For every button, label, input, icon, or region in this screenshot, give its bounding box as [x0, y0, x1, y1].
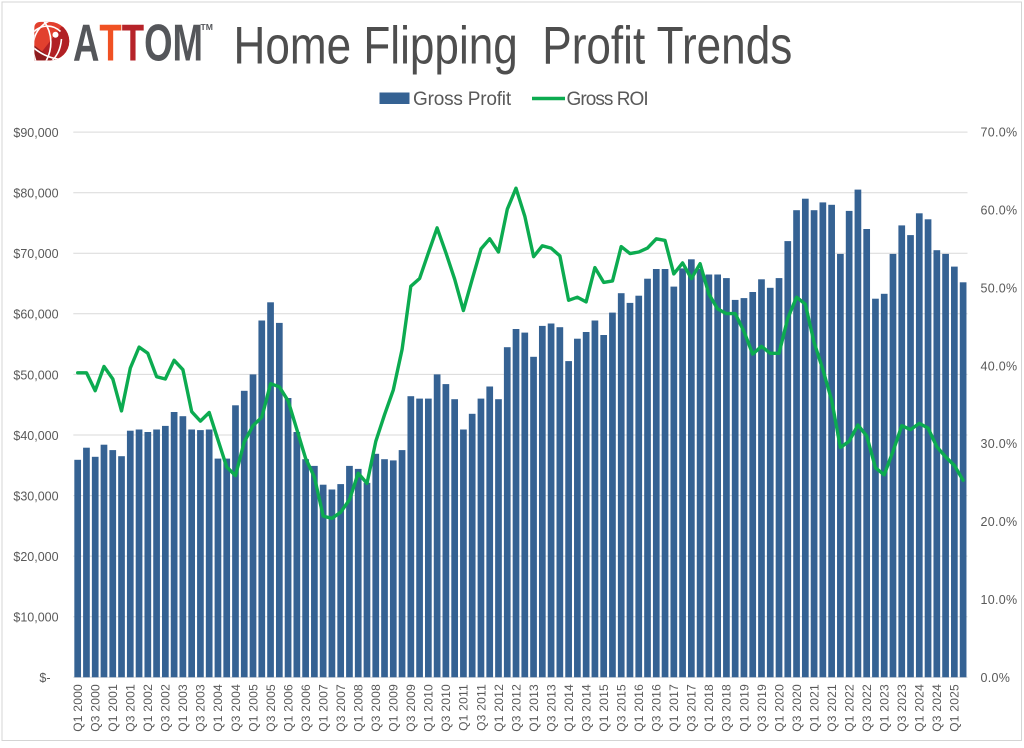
svg-text:Q3 2005: Q3 2005: [264, 684, 278, 732]
svg-text:Q1 2008: Q1 2008: [352, 684, 366, 732]
svg-text:ATTOM: ATTOM: [73, 15, 203, 72]
svg-text:Q3 2000: Q3 2000: [88, 684, 102, 732]
svg-text:60.0%: 60.0%: [981, 204, 1018, 218]
svg-text:50.0%: 50.0%: [981, 282, 1018, 296]
svg-text:20.0%: 20.0%: [981, 515, 1018, 529]
svg-text:Q1 2023: Q1 2023: [878, 684, 892, 732]
svg-text:$30,000: $30,000: [13, 490, 58, 504]
svg-text:Q3 2004: Q3 2004: [229, 684, 243, 732]
svg-text:10.0%: 10.0%: [981, 593, 1018, 607]
svg-text:70.0%: 70.0%: [981, 126, 1018, 140]
svg-text:Q3 2016: Q3 2016: [650, 684, 664, 732]
svg-text:Q1 2005: Q1 2005: [246, 684, 260, 732]
svg-text:Q1 2025: Q1 2025: [948, 684, 962, 732]
svg-text:Q1 2000: Q1 2000: [71, 684, 85, 732]
svg-text:Q1 2022: Q1 2022: [842, 684, 856, 732]
svg-text:Q3 2009: Q3 2009: [404, 684, 418, 732]
svg-text:$-: $-: [39, 671, 50, 685]
svg-text:Q1 2016: Q1 2016: [632, 684, 646, 732]
svg-text:$10,000: $10,000: [13, 611, 58, 625]
svg-text:Q3 2021: Q3 2021: [825, 684, 839, 732]
svg-text:Q1 2017: Q1 2017: [667, 684, 681, 732]
svg-text:Q1 2015: Q1 2015: [597, 684, 611, 732]
svg-text:Q3 2010: Q3 2010: [439, 684, 453, 732]
svg-text:40.0%: 40.0%: [981, 359, 1018, 373]
svg-text:Q3 2011: Q3 2011: [474, 684, 488, 731]
svg-text:Q1 2018: Q1 2018: [702, 684, 716, 732]
svg-text:Home Flipping Profit Trends: Home Flipping Profit Trends: [234, 17, 793, 76]
svg-text:Q3 2017: Q3 2017: [685, 684, 699, 732]
svg-text:$50,000: $50,000: [13, 368, 58, 382]
svg-text:Q1 2020: Q1 2020: [772, 684, 786, 732]
svg-text:30.0%: 30.0%: [981, 437, 1018, 451]
svg-text:$40,000: $40,000: [13, 429, 58, 443]
svg-text:Q1 2007: Q1 2007: [317, 684, 331, 732]
svg-text:Q1 2010: Q1 2010: [422, 684, 436, 732]
svg-text:Q1 2009: Q1 2009: [387, 684, 401, 732]
svg-text:Q1 2019: Q1 2019: [737, 684, 751, 732]
svg-text:Gross ROI: Gross ROI: [567, 89, 648, 110]
svg-text:Q3 2008: Q3 2008: [369, 684, 383, 732]
svg-text:Q3 2020: Q3 2020: [790, 684, 804, 732]
svg-text:Q1 2004: Q1 2004: [211, 684, 225, 732]
svg-text:$20,000: $20,000: [13, 550, 58, 564]
svg-text:Q3 2024: Q3 2024: [930, 684, 944, 732]
svg-text:Q3 2006: Q3 2006: [299, 684, 313, 732]
svg-text:Q1 2006: Q1 2006: [281, 684, 295, 732]
svg-text:Q3 2023: Q3 2023: [895, 684, 909, 732]
svg-text:Q1 2024: Q1 2024: [913, 684, 927, 732]
svg-text:Q3 2002: Q3 2002: [159, 684, 173, 732]
svg-text:$80,000: $80,000: [13, 187, 58, 201]
svg-text:TM: TM: [201, 22, 213, 32]
svg-text:Gross Profit: Gross Profit: [413, 89, 512, 110]
svg-text:Q1 2012: Q1 2012: [492, 684, 506, 732]
svg-text:Q1 2001: Q1 2001: [106, 684, 120, 732]
svg-text:Q3 2014: Q3 2014: [579, 684, 593, 732]
svg-text:$90,000: $90,000: [13, 126, 58, 140]
svg-text:$60,000: $60,000: [13, 308, 58, 322]
svg-text:Q1 2002: Q1 2002: [141, 684, 155, 732]
svg-text:Q1 2021: Q1 2021: [807, 684, 821, 732]
svg-text:Q3 2013: Q3 2013: [544, 684, 558, 732]
svg-text:Q1 2003: Q1 2003: [176, 684, 190, 732]
svg-text:Q3 2015: Q3 2015: [615, 684, 629, 732]
svg-text:$70,000: $70,000: [13, 247, 58, 261]
svg-text:Q1 2011: Q1 2011: [457, 684, 471, 731]
svg-text:Q3 2019: Q3 2019: [755, 684, 769, 732]
svg-text:Q3 2003: Q3 2003: [194, 684, 208, 732]
svg-text:Q3 2022: Q3 2022: [860, 684, 874, 732]
svg-text:Q3 2018: Q3 2018: [720, 684, 734, 732]
svg-text:Q3 2001: Q3 2001: [124, 684, 138, 732]
svg-text:Q3 2012: Q3 2012: [509, 684, 523, 732]
svg-text:Q1 2014: Q1 2014: [562, 684, 576, 732]
svg-text:Q1 2013: Q1 2013: [527, 684, 541, 732]
svg-text:0.0%: 0.0%: [981, 671, 1011, 685]
svg-text:Q3 2007: Q3 2007: [334, 684, 348, 732]
